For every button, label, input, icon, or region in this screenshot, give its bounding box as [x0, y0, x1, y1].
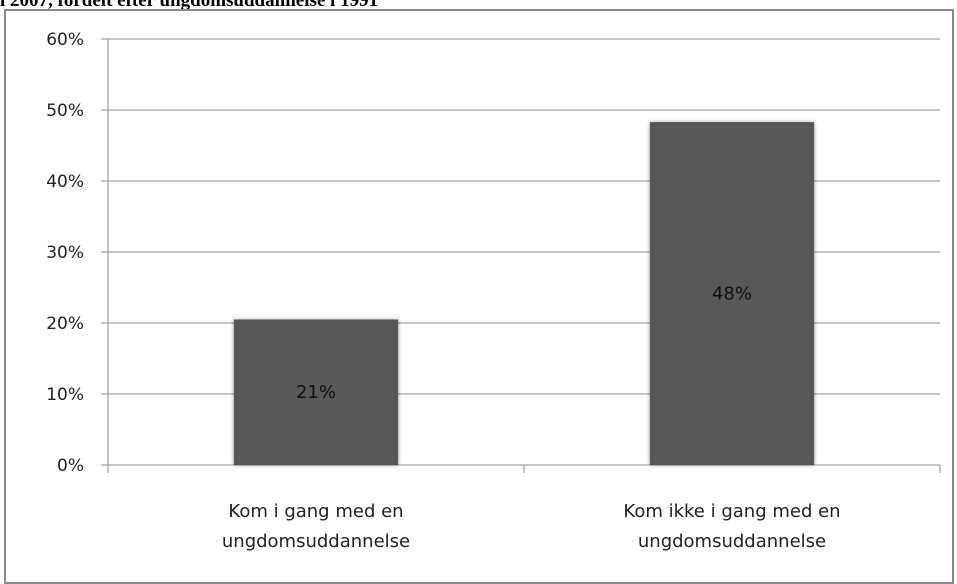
- x-category-label: ungdomsuddannelse: [222, 531, 410, 552]
- gridlines: [108, 38, 940, 395]
- chart-title: i 2007, fordelt efter ungdomsuddannelse …: [0, 0, 379, 11]
- data-label: 48%: [712, 284, 752, 305]
- y-tick-label: 30%: [46, 243, 84, 263]
- bar: [649, 122, 815, 465]
- y-tick-label: 10%: [46, 385, 84, 405]
- data-label: 21%: [296, 382, 336, 403]
- y-tick-label: 60%: [46, 30, 84, 50]
- x-category-label: Kom i gang med en: [228, 501, 403, 522]
- y-tick-label: 0%: [57, 456, 84, 476]
- x-category-label: Kom ikke i gang med en: [623, 501, 840, 522]
- x-category-label: ungdomsuddannelse: [638, 531, 826, 552]
- y-tick-label: 50%: [46, 101, 84, 121]
- y-tick-label: 20%: [46, 314, 84, 334]
- bar: [233, 319, 399, 465]
- bars: [233, 122, 815, 465]
- labels: 0% 10% 20% 30% 40% 50% 60% 21% Kom i gang med en…: [46, 30, 840, 552]
- y-tick-label: 40%: [46, 172, 84, 192]
